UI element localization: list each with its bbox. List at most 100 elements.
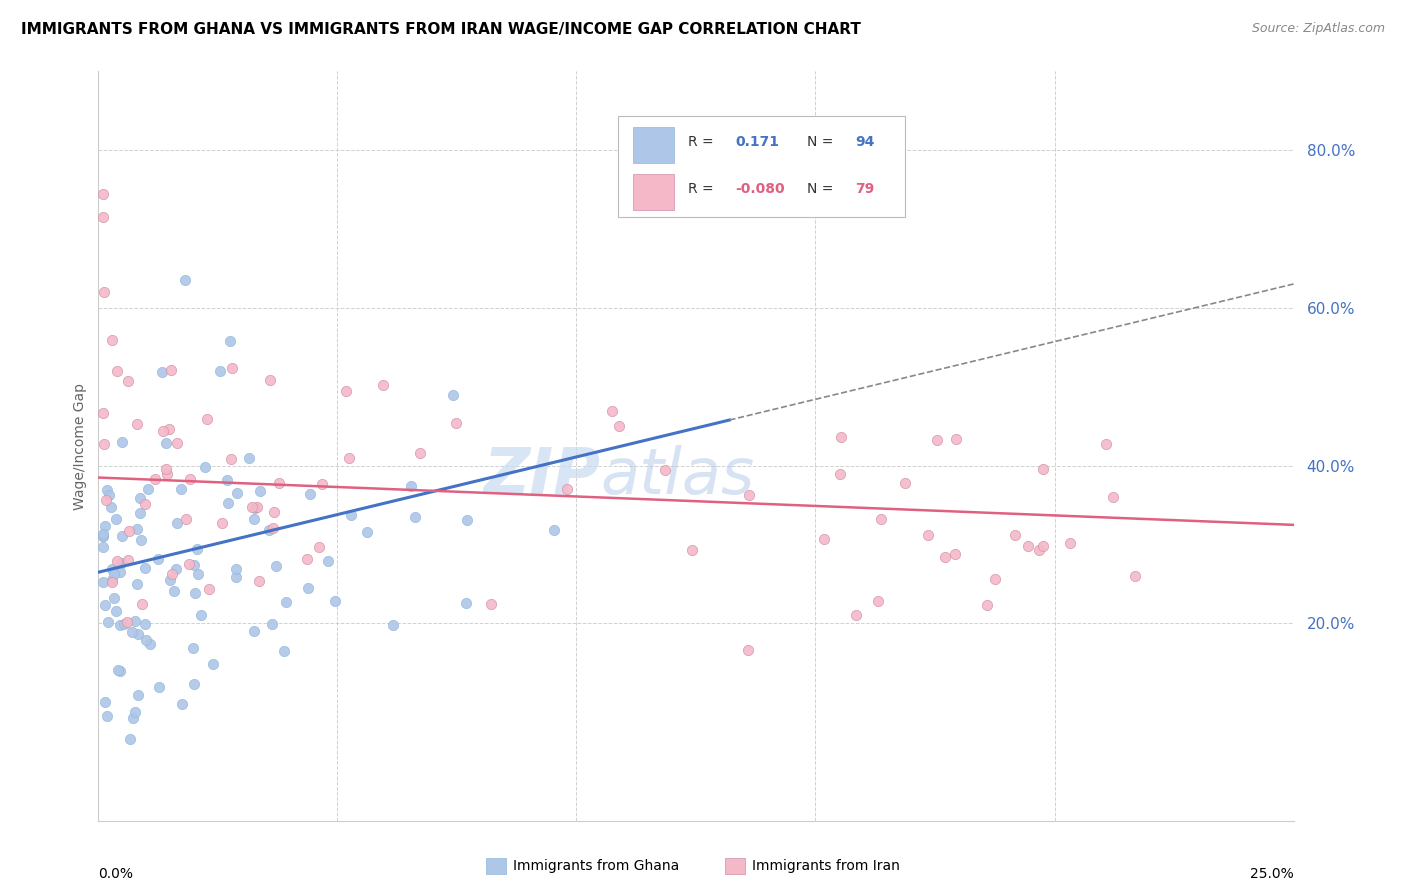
Point [225, 569, 247, 583]
Point [238, 451, 260, 466]
Text: ZIP: ZIP [484, 445, 600, 507]
Point [813, 532, 835, 546]
Point [101, 333, 124, 347]
Text: 0.0%: 0.0% [98, 867, 134, 881]
Point [105, 364, 128, 378]
Point [136, 482, 159, 496]
Point [91, 527, 114, 541]
Point [262, 521, 284, 535]
Point [91, 186, 114, 201]
Point [1004, 528, 1026, 542]
Point [382, 618, 405, 632]
Point [247, 574, 270, 589]
Point [976, 599, 998, 613]
Point [112, 616, 135, 631]
Point [160, 567, 183, 582]
Point [217, 474, 239, 488]
Point [945, 432, 967, 446]
Point [1059, 536, 1081, 550]
Point [441, 387, 464, 401]
Point [371, 378, 394, 392]
Point [257, 523, 280, 537]
Point [174, 512, 197, 526]
Point [737, 643, 759, 657]
Point [894, 475, 917, 490]
Point [221, 452, 243, 467]
Point [211, 516, 233, 530]
Point [127, 627, 149, 641]
Point [125, 417, 148, 431]
Point [105, 604, 128, 618]
Point [148, 680, 170, 694]
Point [297, 551, 319, 566]
Point [155, 462, 177, 476]
Point [262, 617, 284, 632]
Point [103, 566, 125, 581]
Point [118, 524, 141, 539]
Point [146, 552, 169, 566]
Text: 0.171: 0.171 [735, 135, 779, 149]
Point [1028, 542, 1050, 557]
Point [111, 435, 134, 450]
Bar [486, 858, 506, 874]
Point [181, 641, 204, 656]
Point [96, 483, 118, 497]
Point [152, 424, 174, 438]
Point [456, 513, 478, 527]
Point [117, 374, 139, 388]
Point [121, 625, 143, 640]
Point [101, 573, 124, 587]
Point [201, 657, 224, 671]
Point [738, 488, 761, 502]
Point [108, 565, 131, 579]
Point [276, 595, 298, 609]
Point [93, 437, 115, 451]
Point [94, 493, 117, 508]
Point [108, 618, 131, 632]
Point [186, 542, 208, 557]
Point [543, 523, 565, 537]
Point [94, 519, 117, 533]
Point [218, 334, 240, 348]
Text: Immigrants from Iran: Immigrants from Iran [752, 859, 900, 873]
Point [194, 460, 217, 475]
Point [105, 512, 128, 526]
Point [93, 529, 115, 543]
Text: R =: R = [688, 182, 713, 196]
Point [925, 433, 948, 447]
Point [134, 497, 156, 511]
Point [166, 435, 188, 450]
Point [870, 512, 893, 526]
Point [166, 516, 188, 531]
Point [335, 384, 357, 398]
Point [170, 482, 193, 496]
Point [101, 562, 124, 576]
Point [479, 597, 502, 611]
Point [127, 688, 149, 702]
Point [454, 597, 477, 611]
Point [107, 554, 129, 568]
Point [139, 638, 162, 652]
Text: N =: N = [807, 182, 834, 196]
Point [125, 522, 148, 536]
Point [91, 541, 114, 555]
Point [267, 476, 290, 491]
Point [129, 533, 152, 547]
Point [170, 697, 193, 711]
Text: -0.080: -0.080 [735, 182, 785, 196]
Point [183, 677, 205, 691]
Point [118, 732, 141, 747]
Point [654, 463, 676, 477]
Text: R =: R = [688, 135, 713, 149]
Point [115, 615, 138, 629]
Point [179, 558, 201, 572]
Point [225, 562, 247, 576]
Text: 25.0%: 25.0% [1250, 867, 1294, 881]
Point [917, 528, 939, 542]
Point [316, 554, 339, 568]
Point [249, 484, 271, 499]
Point [91, 406, 114, 420]
Point [845, 608, 868, 623]
Y-axis label: Wage/Income Gap: Wage/Income Gap [73, 383, 87, 509]
Point [156, 467, 179, 482]
